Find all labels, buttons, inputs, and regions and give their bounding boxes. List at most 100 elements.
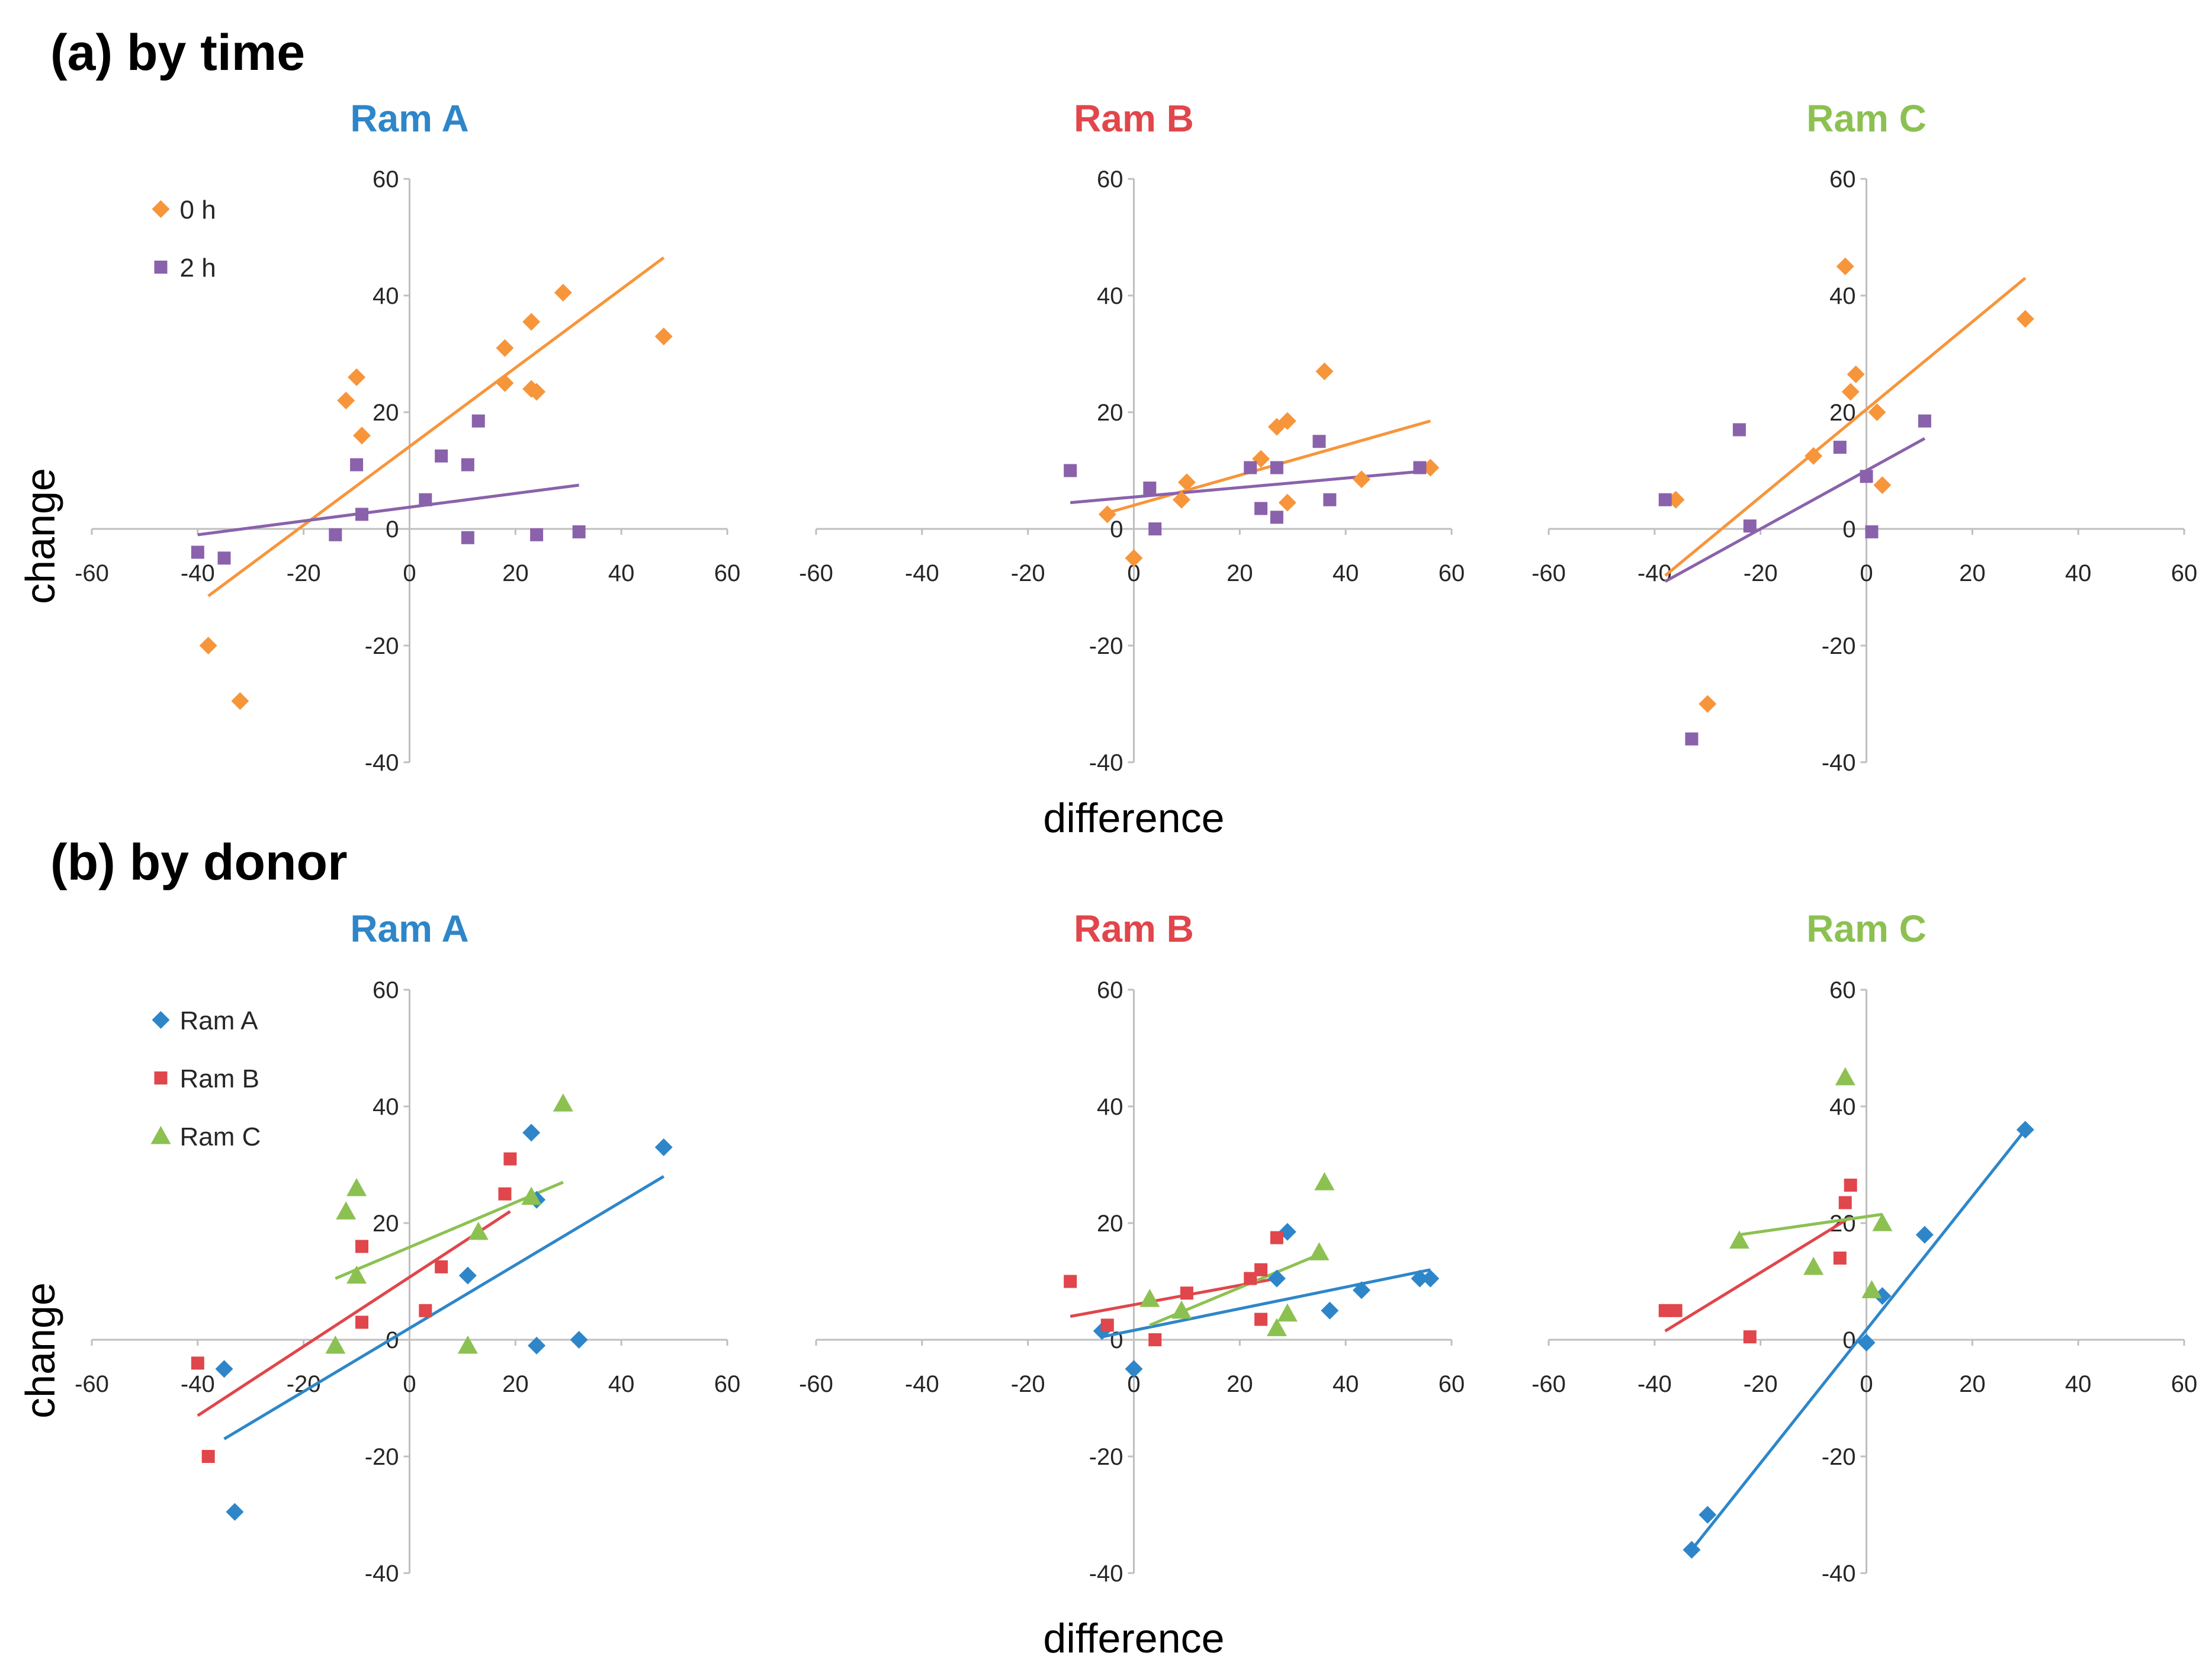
- x-tick-label: -60: [75, 560, 109, 586]
- data-point-2-h: [1743, 519, 1757, 533]
- y-tick-label: 20: [1097, 1211, 1123, 1237]
- x-tick-label: 0: [403, 1371, 416, 1397]
- data-point-ram-b: [1270, 1231, 1283, 1244]
- data-point-2-h: [1865, 525, 1879, 538]
- chart-panel-0: Ram A -60 -40 -20 0 20 40 60 60 40 20 0 -20 -40 0 h 2 h…: [17, 97, 740, 776]
- data-point-ram-a: [1411, 1269, 1429, 1288]
- y-tick-label: -40: [365, 1561, 399, 1587]
- panels: Ram A -60 -40 -20 0 20 40 60 60 40 20 0 -20 -40 0 h 2 h…: [17, 97, 2197, 1661]
- trend-line-ram-c: [1739, 1212, 1883, 1237]
- y-tick-label: 40: [1097, 1094, 1123, 1120]
- data-point-2-h: [1148, 522, 1162, 535]
- x-tick-label: -20: [1011, 560, 1045, 586]
- x-tick-label: -60: [1532, 560, 1566, 586]
- x-tick-label: -40: [181, 560, 215, 586]
- data-point-ram-b: [1669, 1304, 1683, 1317]
- data-point-2-h: [1413, 461, 1427, 474]
- legend-marker: [152, 1011, 170, 1029]
- y-tick-label: 0: [386, 1327, 399, 1353]
- data-point-ram-a: [2016, 1121, 2034, 1139]
- x-tick-label: 0: [1127, 1371, 1140, 1397]
- x-tick-label: 20: [1227, 1371, 1253, 1397]
- panel-title: Ram B: [1074, 907, 1194, 950]
- y-tick-label: -40: [1822, 1561, 1856, 1587]
- data-point-ram-c: [521, 1186, 542, 1205]
- y-tick-label: -20: [1822, 1444, 1856, 1470]
- y-tick-label: 20: [373, 1211, 399, 1237]
- y-tick-label: -40: [1089, 750, 1123, 776]
- data-point-0-h: [1125, 549, 1143, 567]
- x-tick-label: 20: [502, 560, 529, 586]
- data-point-2-h: [1312, 435, 1326, 448]
- data-point-ram-b: [419, 1304, 432, 1317]
- y-tick-label: 60: [1097, 977, 1123, 1003]
- data-point-ram-b: [191, 1356, 204, 1370]
- data-point-0-h: [496, 374, 514, 392]
- data-point-0-h: [1699, 695, 1717, 713]
- data-point-0-h: [1805, 447, 1823, 465]
- data-point-ram-c: [1171, 1300, 1192, 1319]
- y-tick-label: 60: [1097, 166, 1123, 192]
- x-tick-label: -20: [287, 560, 321, 586]
- data-point-0-h: [1177, 473, 1196, 492]
- data-point-ram-c: [1139, 1289, 1160, 1307]
- data-point-0-h: [654, 327, 673, 345]
- legend-label: 2 h: [180, 254, 216, 283]
- data-point-0-h: [1278, 493, 1296, 512]
- x-tick-label: -20: [1744, 560, 1778, 586]
- x-tick-label: 40: [2065, 1371, 2092, 1397]
- x-tick-label: 20: [1227, 560, 1253, 586]
- data-point-2-h: [419, 493, 432, 506]
- data-point-ram-a: [1683, 1541, 1701, 1559]
- data-point-ram-a: [1857, 1333, 1876, 1352]
- data-point-ram-b: [1833, 1252, 1847, 1265]
- data-point-0-h: [1098, 505, 1116, 524]
- trend-line-ram-a: [1102, 1268, 1431, 1339]
- x-tick-label: 40: [1333, 1371, 1359, 1397]
- y-tick-label: 40: [1829, 1094, 1856, 1120]
- data-point-0-h: [1352, 470, 1370, 489]
- x-tick-label: 60: [2171, 560, 2198, 586]
- y-tick-label: 40: [1829, 283, 1856, 309]
- y-tick-label: 0: [386, 516, 399, 543]
- data-point-2-h: [1254, 502, 1268, 515]
- legend-label: 0 h: [180, 195, 216, 224]
- data-point-2-h: [1860, 470, 1873, 483]
- data-point-2-h: [461, 531, 474, 544]
- data-point-ram-b: [1844, 1178, 1857, 1192]
- y-tick-label: 40: [1097, 283, 1123, 309]
- data-point-ram-c: [336, 1201, 357, 1220]
- legend-marker: [154, 1071, 168, 1084]
- data-point-2-h: [329, 528, 342, 541]
- x-tick-label: -20: [1744, 1371, 1778, 1397]
- data-point-0-h: [522, 313, 541, 331]
- data-point-ram-b: [503, 1152, 517, 1166]
- data-point-0-h: [528, 383, 546, 401]
- x-tick-label: 0: [403, 560, 416, 586]
- data-point-ram-c: [1314, 1172, 1335, 1191]
- data-point-0-h: [496, 339, 514, 357]
- data-point-2-h: [530, 528, 544, 541]
- panel-title: Ram C: [1806, 907, 1927, 950]
- data-point-2-h: [1323, 493, 1337, 506]
- trend-line-0-h: [1102, 419, 1431, 516]
- data-point-ram-b: [1838, 1196, 1852, 1209]
- data-point-ram-c: [1803, 1256, 1824, 1275]
- data-point-2-h: [355, 508, 369, 521]
- y-tick-label: -20: [1089, 633, 1123, 659]
- data-point-ram-b: [1743, 1330, 1757, 1344]
- x-tick-label: 20: [1959, 1371, 1986, 1397]
- data-point-2-h: [350, 458, 364, 471]
- y-tick-label: 40: [373, 1094, 399, 1120]
- legend-label: Ram A: [180, 1006, 259, 1035]
- data-point-2-h: [1270, 511, 1283, 524]
- x-tick-label: -40: [905, 1371, 939, 1397]
- data-point-2-h: [1064, 464, 1077, 477]
- data-point-ram-b: [201, 1450, 215, 1463]
- trend-line-ram-b: [1664, 1216, 1851, 1333]
- data-point-0-h: [1847, 365, 1865, 383]
- data-point-ram-a: [570, 1331, 588, 1349]
- x-axis-label: difference: [1043, 1615, 1224, 1661]
